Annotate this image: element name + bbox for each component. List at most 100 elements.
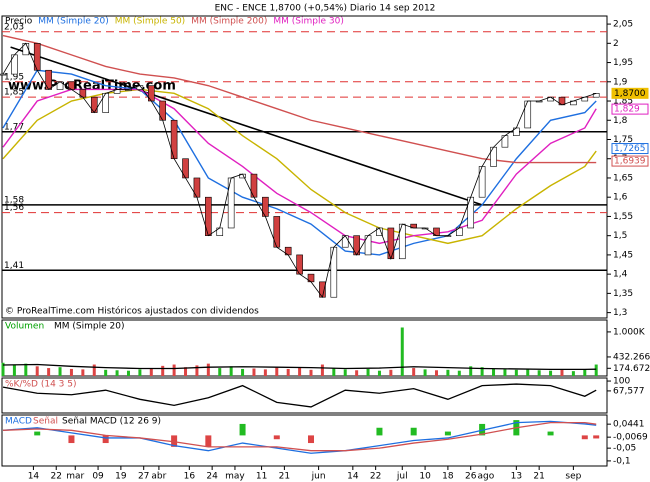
moving-average	[2, 88, 597, 245]
volume-bar	[24, 363, 28, 376]
y-tick-label: 1,55	[613, 212, 633, 222]
stoch-line	[2, 383, 597, 408]
x-tick-label: 18	[442, 472, 454, 482]
y-tick-label: 1,6	[613, 193, 628, 203]
macd-histogram	[376, 427, 383, 436]
macd-histogram	[444, 431, 451, 436]
macd-histogram	[308, 435, 315, 444]
y-tick-label: 1,5	[613, 231, 627, 241]
volume-label: Volumen	[5, 322, 44, 332]
volume-bar	[298, 367, 302, 376]
volume-bar	[92, 364, 96, 376]
x-tick-label: may	[225, 472, 245, 482]
macd-histogram	[205, 435, 212, 447]
volume-bar	[355, 370, 359, 376]
x-tick-label: jun	[311, 472, 326, 482]
volume-bar	[104, 369, 108, 376]
y-tick-label: 67,577	[613, 386, 645, 396]
x-tick-label: ago	[478, 472, 495, 482]
macd-histogram	[68, 435, 75, 444]
x-tick-label: 21	[533, 472, 544, 482]
stoch-label: %K/%D (14 3 5)	[5, 380, 76, 390]
volume-bar	[206, 363, 210, 376]
y-tick-label: 1.000K	[613, 327, 646, 337]
legend-entry: MM (Simple 50)	[115, 17, 185, 27]
macd-histogram	[410, 427, 417, 436]
volume-ma-label: MM (Simple 20)	[54, 322, 124, 332]
price-badge	[611, 103, 649, 115]
legend-entry: Precio	[5, 17, 33, 27]
volume-bar	[492, 368, 496, 376]
y-tick-label: 1,75	[613, 135, 633, 145]
price-line	[2, 42, 597, 299]
volume-panel	[1, 319, 608, 377]
volume-bar	[377, 370, 381, 376]
volume-bar	[549, 370, 553, 376]
volume-bar	[412, 368, 416, 376]
x-tick-label: 21	[279, 472, 290, 482]
macd-panel	[1, 414, 608, 467]
level-label: 1,95	[4, 72, 24, 82]
x-tick-label: 26	[465, 472, 477, 482]
y-tick-label: 2,05	[613, 20, 633, 30]
volume-bar	[343, 369, 347, 376]
volume-bar	[423, 369, 427, 376]
y-tick-label: 1,35	[613, 289, 633, 299]
volume-bar	[229, 366, 233, 376]
macd-full-label: Señal MACD (12 26 9)	[62, 417, 161, 427]
volume-bar	[184, 367, 188, 376]
volume-bar	[126, 370, 130, 376]
volume-bar	[12, 364, 16, 376]
x-tick-label: 14	[28, 472, 40, 482]
price-badge-label: 1,6939	[614, 157, 646, 167]
macd-histogram	[593, 435, 600, 439]
volume-bar	[389, 369, 393, 376]
volume-bar	[400, 327, 404, 376]
volume-bar	[537, 370, 541, 376]
volume-ma	[2, 363, 597, 371]
y-tick-label: 100	[613, 377, 630, 387]
y-tick-label: 1,45	[613, 250, 633, 260]
macd-line	[2, 420, 597, 454]
volume-bar	[332, 368, 336, 376]
macd-histogram	[273, 435, 280, 440]
y-tick-label: 1,8	[613, 116, 628, 126]
x-tick-label: 22	[370, 472, 381, 482]
y-tick-label: 1,3	[613, 308, 627, 318]
x-tick-label: 13	[511, 472, 522, 482]
level-label: 1,41	[4, 261, 24, 271]
volume-bar	[286, 368, 290, 376]
volume-bar	[446, 369, 450, 376]
price-badge	[611, 155, 649, 167]
trendline	[10, 46, 483, 206]
x-tick-label: 27	[138, 472, 149, 482]
volume-bar	[469, 366, 473, 376]
x-tick-label: 09	[92, 472, 104, 482]
level-label: 1,85	[4, 88, 24, 98]
volume-bar	[138, 369, 142, 376]
legend-entry: MM (Simple 30)	[273, 17, 343, 27]
moving-average	[2, 34, 597, 164]
volume-bar	[263, 369, 267, 376]
volume-bar	[571, 371, 575, 376]
volume-bar	[47, 368, 51, 376]
macd-histogram	[581, 435, 588, 440]
volume-bar	[503, 369, 507, 376]
y-tick-label: 174.672	[613, 364, 650, 374]
y-tick-label: 1,95	[613, 58, 633, 68]
candle	[0, 73, 7, 76]
x-tick-label: 10	[419, 472, 431, 482]
volume-bar	[320, 364, 324, 376]
volume-bar	[275, 367, 279, 376]
price-badge-label: 1,7265	[614, 144, 646, 154]
signal-line	[2, 422, 597, 452]
y-tick-label: 0,0441	[613, 420, 645, 430]
volume-bar	[309, 369, 313, 376]
volume-bar	[434, 370, 438, 376]
y-tick-label: 1,9	[613, 77, 628, 87]
x-tick-label: sep	[565, 472, 581, 482]
volume-bar	[218, 368, 222, 376]
y-tick-label: -0,1	[613, 456, 631, 466]
